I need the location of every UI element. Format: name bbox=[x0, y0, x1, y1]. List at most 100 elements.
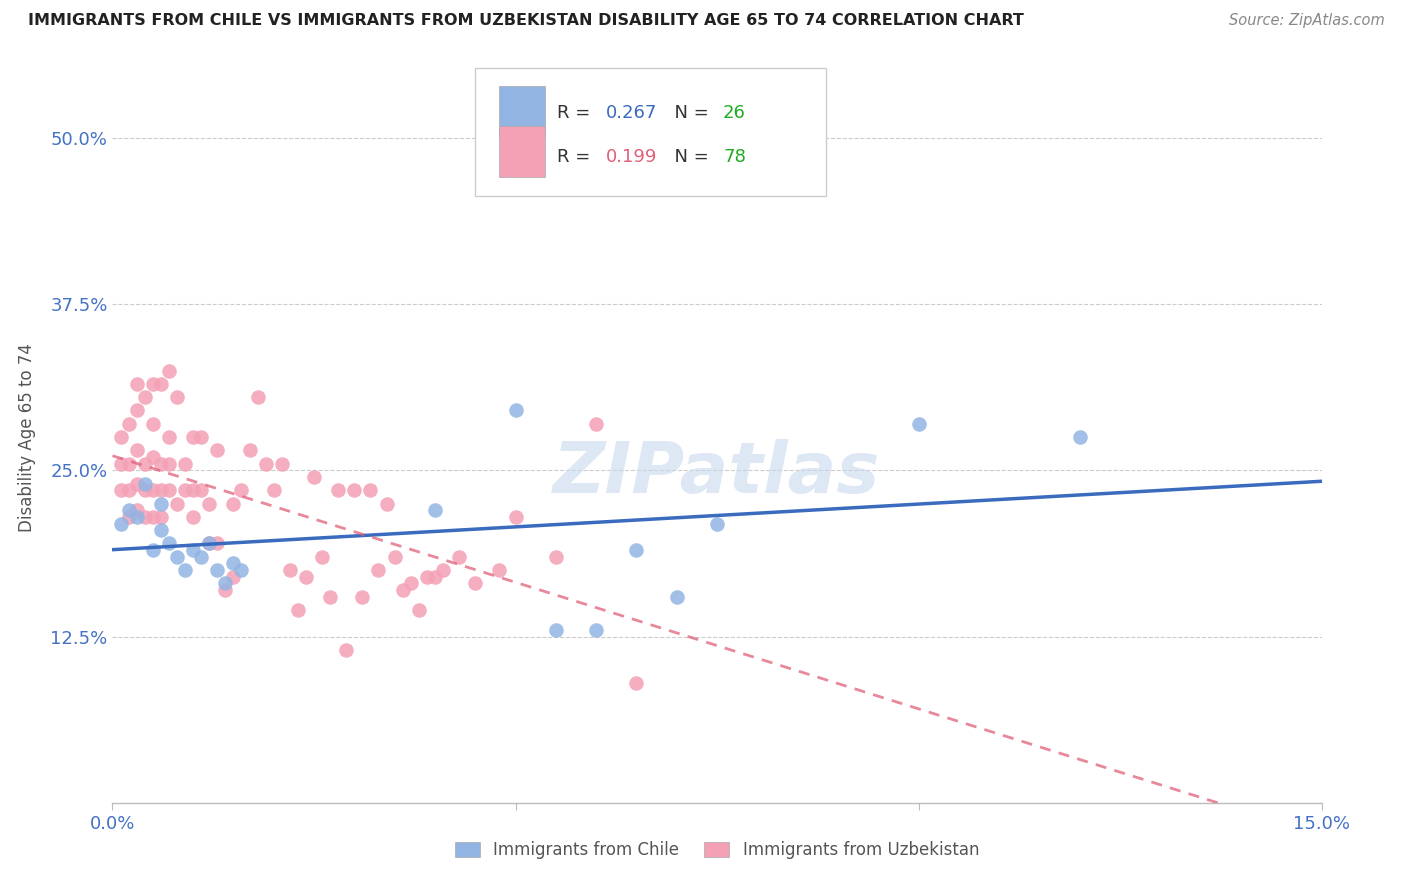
Point bbox=[1069, 430, 1091, 444]
Text: 0.267: 0.267 bbox=[606, 104, 657, 122]
Point bbox=[117, 457, 139, 471]
Point bbox=[408, 603, 430, 617]
Point bbox=[125, 509, 148, 524]
Point bbox=[117, 509, 139, 524]
Point bbox=[626, 543, 648, 558]
Point bbox=[328, 483, 350, 498]
Text: R =: R = bbox=[557, 148, 596, 166]
Point bbox=[134, 390, 156, 404]
Point bbox=[544, 623, 567, 637]
Point bbox=[181, 483, 204, 498]
Point bbox=[181, 430, 204, 444]
Point bbox=[117, 417, 139, 431]
Point bbox=[319, 590, 342, 604]
Point bbox=[110, 457, 132, 471]
Text: N =: N = bbox=[662, 104, 714, 122]
Point bbox=[110, 483, 132, 498]
Point bbox=[134, 476, 156, 491]
Point bbox=[505, 403, 527, 417]
Point bbox=[125, 443, 148, 458]
Text: 26: 26 bbox=[723, 104, 747, 122]
Text: N =: N = bbox=[662, 148, 714, 166]
Text: R =: R = bbox=[557, 104, 596, 122]
Point bbox=[416, 570, 439, 584]
Point bbox=[231, 563, 253, 577]
Point bbox=[207, 536, 229, 550]
Point bbox=[125, 403, 148, 417]
Point bbox=[134, 509, 156, 524]
Point bbox=[343, 483, 366, 498]
Point bbox=[246, 390, 269, 404]
Point bbox=[238, 443, 260, 458]
Point bbox=[117, 483, 139, 498]
Text: 78: 78 bbox=[723, 148, 747, 166]
Point bbox=[222, 570, 245, 584]
Point bbox=[157, 483, 180, 498]
Point bbox=[149, 483, 172, 498]
Point bbox=[375, 497, 398, 511]
Point bbox=[134, 457, 156, 471]
Point bbox=[207, 443, 229, 458]
Point bbox=[488, 563, 510, 577]
Point bbox=[149, 457, 172, 471]
Point bbox=[391, 582, 413, 597]
Text: 0.199: 0.199 bbox=[606, 148, 657, 166]
Point bbox=[142, 417, 165, 431]
Point bbox=[544, 549, 567, 564]
Point bbox=[907, 417, 929, 431]
Point bbox=[449, 549, 471, 564]
Point bbox=[214, 576, 236, 591]
Point bbox=[174, 457, 197, 471]
Point bbox=[585, 417, 607, 431]
Point bbox=[423, 503, 446, 517]
Point bbox=[335, 643, 357, 657]
Point bbox=[207, 563, 229, 577]
Point bbox=[190, 483, 212, 498]
Point bbox=[270, 457, 292, 471]
Point bbox=[214, 582, 236, 597]
Point bbox=[352, 590, 374, 604]
Point bbox=[142, 509, 165, 524]
Point bbox=[295, 570, 318, 584]
Point bbox=[157, 457, 180, 471]
FancyBboxPatch shape bbox=[499, 126, 546, 178]
Point bbox=[198, 497, 221, 511]
Point bbox=[174, 483, 197, 498]
Point bbox=[384, 549, 406, 564]
Point bbox=[399, 576, 422, 591]
Point bbox=[157, 430, 180, 444]
Point bbox=[505, 509, 527, 524]
Point bbox=[181, 543, 204, 558]
Point bbox=[149, 523, 172, 537]
Point bbox=[142, 483, 165, 498]
Point bbox=[263, 483, 285, 498]
Point bbox=[190, 430, 212, 444]
Point bbox=[423, 570, 446, 584]
Point bbox=[110, 430, 132, 444]
Point bbox=[626, 676, 648, 690]
Point bbox=[311, 549, 333, 564]
Point bbox=[198, 536, 221, 550]
Point bbox=[278, 563, 301, 577]
Point bbox=[254, 457, 277, 471]
Point bbox=[149, 497, 172, 511]
Point bbox=[157, 363, 180, 377]
Point bbox=[432, 563, 454, 577]
Legend: Immigrants from Chile, Immigrants from Uzbekistan: Immigrants from Chile, Immigrants from U… bbox=[447, 833, 987, 868]
Point bbox=[367, 563, 389, 577]
Point bbox=[149, 509, 172, 524]
Point bbox=[706, 516, 728, 531]
Point bbox=[585, 623, 607, 637]
Point bbox=[166, 390, 188, 404]
Point bbox=[190, 549, 212, 564]
Point bbox=[157, 536, 180, 550]
Point bbox=[665, 590, 688, 604]
Point bbox=[125, 376, 148, 391]
Point bbox=[359, 483, 381, 498]
Point bbox=[287, 603, 309, 617]
Point bbox=[117, 503, 139, 517]
Text: IMMIGRANTS FROM CHILE VS IMMIGRANTS FROM UZBEKISTAN DISABILITY AGE 65 TO 74 CORR: IMMIGRANTS FROM CHILE VS IMMIGRANTS FROM… bbox=[28, 13, 1024, 29]
Point bbox=[110, 516, 132, 531]
Point bbox=[142, 376, 165, 391]
FancyBboxPatch shape bbox=[475, 68, 825, 195]
